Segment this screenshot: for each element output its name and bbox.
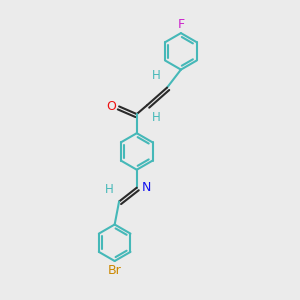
Text: H: H xyxy=(152,110,161,124)
Text: H: H xyxy=(152,69,161,82)
Text: N: N xyxy=(142,181,151,194)
Text: F: F xyxy=(177,18,184,31)
Text: O: O xyxy=(106,100,116,113)
Text: H: H xyxy=(105,183,114,196)
Text: Br: Br xyxy=(108,264,122,277)
